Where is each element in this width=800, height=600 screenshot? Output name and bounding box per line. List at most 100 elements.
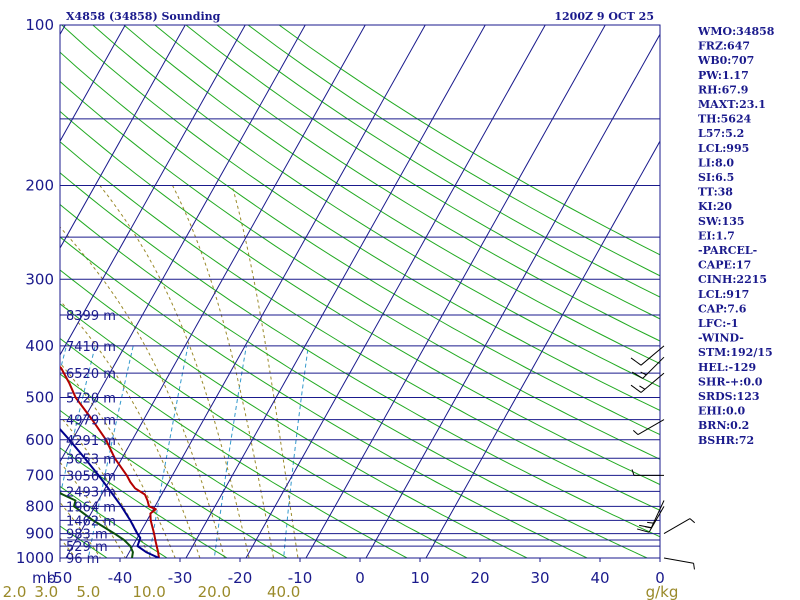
temperature-label: -10 — [288, 569, 313, 587]
wind-barb — [630, 345, 665, 366]
isotherm-line — [365, 33, 660, 558]
height-label: 2493 m — [66, 485, 116, 500]
wind-barb — [630, 372, 665, 393]
moist-adiabat — [60, 461, 126, 558]
isotherm-line — [185, 25, 486, 558]
pressure-label: 200 — [25, 176, 54, 194]
wind-barb-half — [689, 518, 696, 524]
dry-adiabat — [60, 141, 660, 511]
wind-barb-flag — [636, 528, 650, 533]
dry-adiabat — [60, 337, 409, 558]
wind-barb-half — [693, 563, 695, 570]
mixing-ratio-label: 3.0 — [34, 583, 58, 600]
temperature-label: 10 — [410, 569, 429, 587]
index-item: STM:192/15 — [698, 346, 773, 359]
wind-barb-staff — [663, 518, 691, 535]
wind-barb — [631, 356, 665, 379]
index-item: -WIND- — [698, 332, 744, 345]
mixing-ratio-label: 10.0 — [132, 583, 165, 600]
height-label: 529 m — [66, 540, 108, 555]
dry-adiabat — [92, 25, 660, 388]
pressure-label: 100 — [25, 16, 54, 34]
chart-date: 1200Z 9 OCT 25 — [554, 10, 654, 23]
index-item: L57:5.2 — [698, 127, 744, 140]
dry-adiabat — [60, 203, 649, 558]
moist-adiabat — [231, 185, 299, 558]
wind-barb — [632, 419, 665, 436]
height-label: 5720 m — [66, 392, 116, 407]
index-item: SI:6.5 — [698, 171, 734, 184]
index-item: SHR-+:0.0 — [698, 375, 763, 388]
height-label: 1462 m — [66, 514, 116, 529]
index-item: LI:8.0 — [698, 156, 734, 169]
height-label: 7410 m — [66, 340, 116, 355]
dry-adiabat — [60, 172, 660, 538]
index-item: LFC:-1 — [698, 317, 739, 330]
temperature-label: 30 — [530, 569, 549, 587]
temperature-label: -40 — [108, 569, 133, 587]
index-item: LCL:917 — [698, 288, 749, 301]
dry-adiabat — [185, 25, 660, 320]
pressure-label: 1000 — [16, 549, 54, 567]
height-label: 3653 m — [66, 452, 116, 467]
dry-adiabat — [60, 51, 660, 436]
mixing-ratio-line — [213, 345, 247, 558]
wind-barb — [663, 557, 695, 570]
wind-barb-half — [647, 521, 654, 524]
dry-adiabat — [60, 485, 169, 558]
index-item: BRN:0.2 — [698, 419, 749, 432]
dry-adiabat — [61, 25, 660, 411]
wind-barb-half — [640, 371, 647, 376]
wind-barb-flag — [630, 384, 642, 393]
dry-adiabat — [247, 25, 660, 277]
wind-barb-flag — [630, 357, 642, 366]
isotherm-line — [60, 25, 126, 143]
mixing-ratio-line — [283, 345, 309, 558]
wind-barb-half — [631, 469, 635, 476]
mixing-ratio-line — [60, 345, 96, 498]
isotherm-line — [60, 25, 246, 356]
index-item: CAPE:17 — [698, 259, 751, 272]
index-item: PW:1.17 — [698, 69, 749, 82]
moist-adiabat — [172, 185, 275, 558]
moist-adiabat — [99, 185, 250, 558]
dry-adiabat — [60, 447, 229, 558]
mixing-ratio-lines — [60, 345, 309, 558]
isotherm-line — [65, 25, 366, 558]
pressure-label: 500 — [25, 389, 54, 407]
index-item: RH:67.9 — [698, 83, 748, 96]
chart-title: X4858 (34858) Sounding — [66, 10, 221, 23]
index-item: CINH:2215 — [698, 273, 767, 286]
pressure-label: 900 — [25, 525, 54, 543]
dry-adiabat — [154, 25, 660, 342]
series-dew-point — [60, 491, 134, 558]
index-item: WMO:34858 — [697, 25, 775, 38]
isotherm-line — [425, 140, 660, 558]
height-label: 1964 m — [66, 500, 116, 515]
pressure-unit-label: mb — [32, 569, 56, 587]
index-item: TH:5624 — [698, 113, 752, 126]
dry-adiabat — [60, 236, 589, 558]
pressure-label: 700 — [25, 466, 54, 484]
dry-adiabat — [60, 80, 660, 460]
series-temperature — [60, 365, 160, 558]
wind-barbs — [630, 345, 696, 570]
wind-barb-staff — [663, 557, 694, 564]
temperature-label: 20 — [470, 569, 489, 587]
mixing-ratio-line — [148, 345, 189, 558]
wind-barb — [663, 518, 696, 535]
height-label: 6520 m — [66, 367, 116, 382]
height-label: 8399 m — [66, 309, 116, 324]
isotherm-line — [60, 25, 186, 250]
mixing-ratio-label: 40.0 — [267, 583, 300, 600]
mixing-ratio-label: 20.0 — [198, 583, 231, 600]
wind-barb-half — [639, 385, 646, 390]
dry-adiabat — [60, 303, 469, 558]
height-label: 983 m — [66, 528, 108, 543]
height-label: 4979 m — [66, 414, 116, 429]
isotherm-line — [305, 25, 606, 558]
isotherms — [60, 25, 660, 558]
